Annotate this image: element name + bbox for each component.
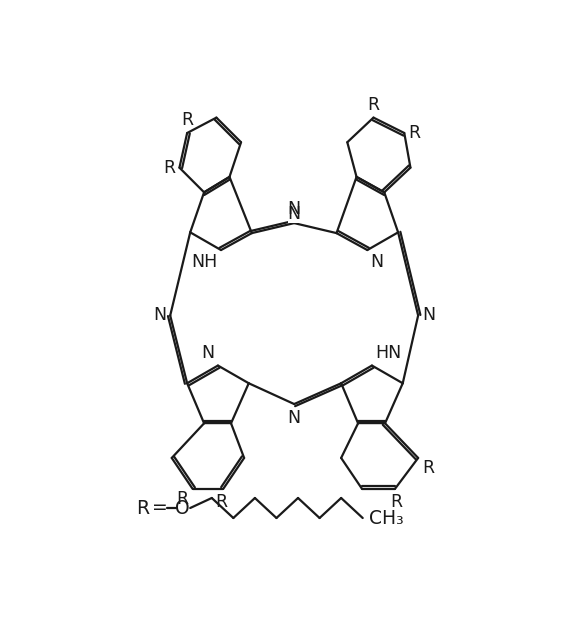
Text: R: R	[390, 493, 402, 511]
Text: N: N	[153, 307, 166, 324]
Text: R: R	[422, 460, 434, 477]
Text: N: N	[288, 200, 301, 218]
Text: R: R	[164, 159, 176, 177]
Text: R: R	[181, 111, 193, 129]
Text: R: R	[177, 490, 189, 508]
Text: N: N	[370, 253, 383, 271]
Text: O: O	[175, 499, 190, 518]
Text: R: R	[216, 493, 228, 511]
Text: R: R	[367, 96, 379, 114]
Text: =: =	[152, 499, 167, 518]
Text: R: R	[408, 124, 420, 142]
Text: N: N	[288, 205, 301, 223]
Text: R: R	[136, 499, 149, 518]
Text: N: N	[201, 344, 215, 362]
Text: N: N	[422, 307, 435, 324]
Text: CH₃: CH₃	[369, 509, 404, 527]
Text: NH: NH	[192, 253, 218, 271]
Text: HN: HN	[375, 344, 401, 362]
Text: N: N	[288, 409, 301, 427]
